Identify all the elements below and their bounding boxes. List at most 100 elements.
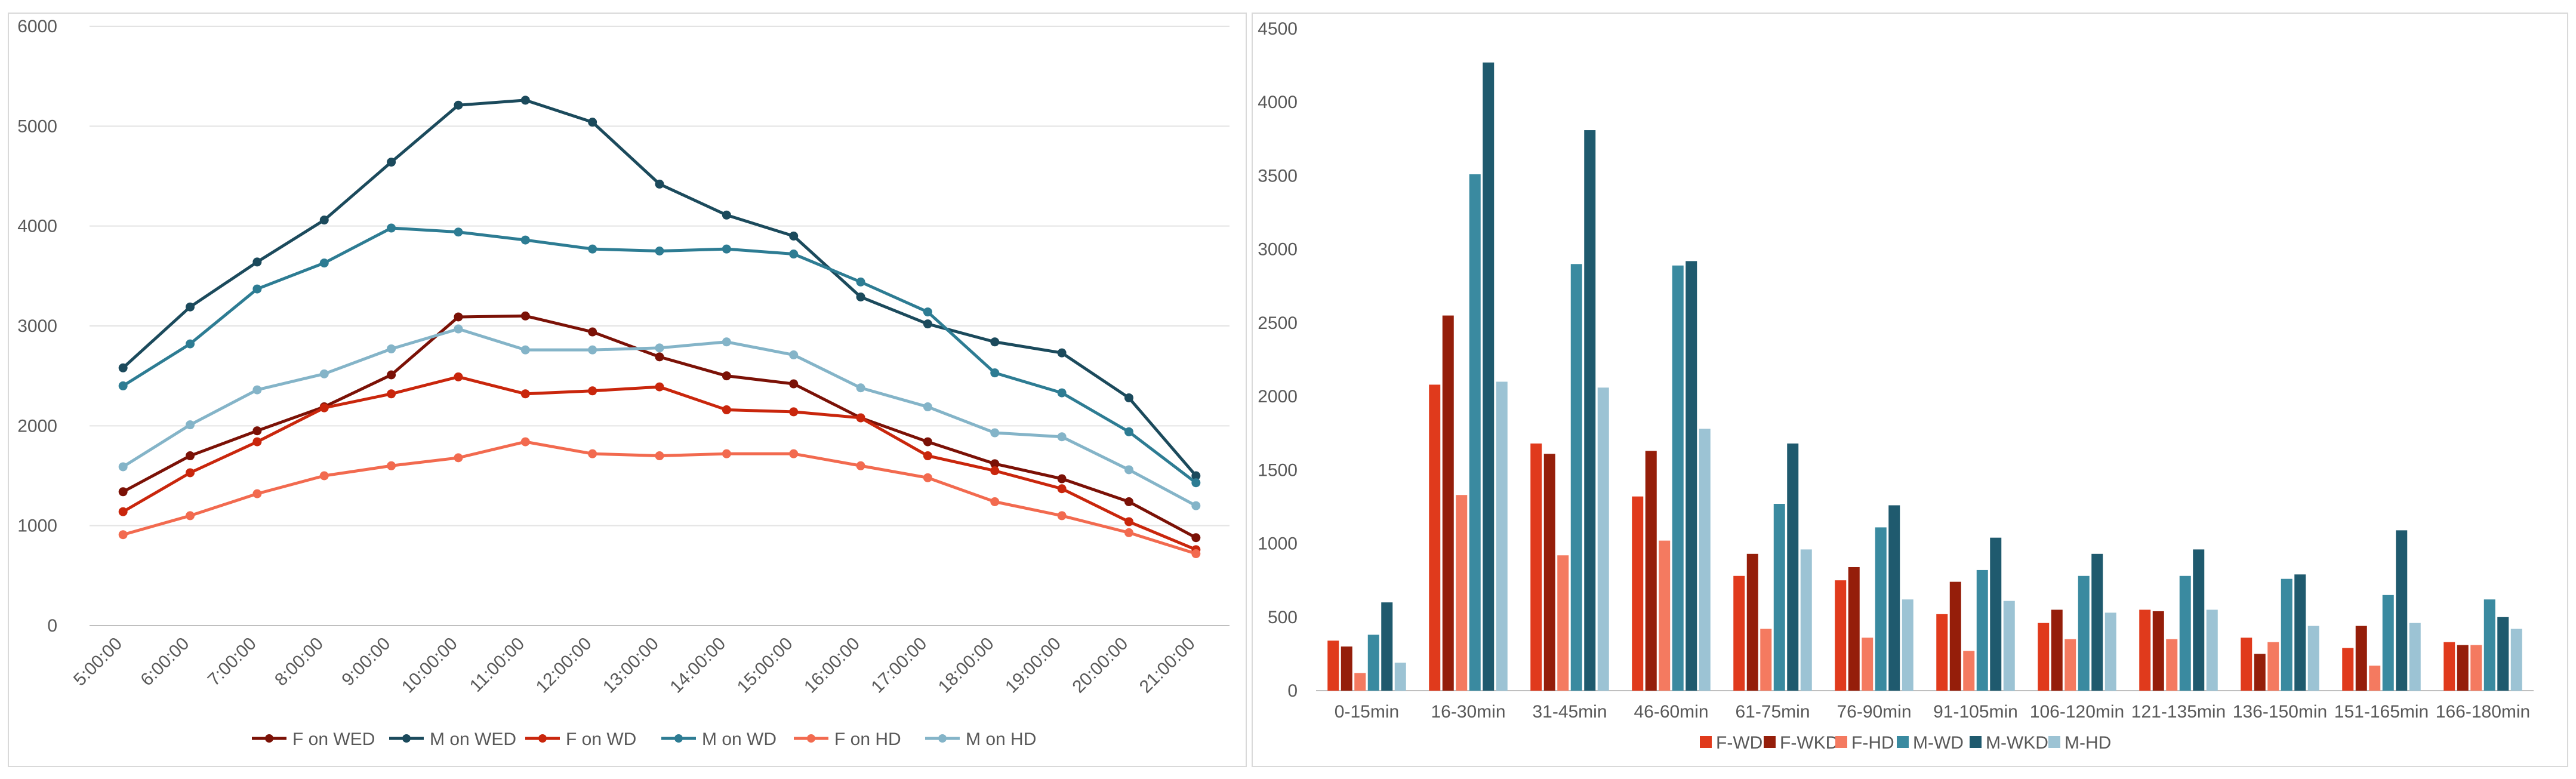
line-point bbox=[856, 461, 865, 470]
legend-swatch bbox=[1700, 736, 1712, 748]
legend-label: F-HD bbox=[1851, 733, 1894, 753]
legend-marker bbox=[402, 734, 411, 743]
line-point bbox=[387, 370, 396, 380]
legend-label: M on WD bbox=[702, 729, 777, 749]
line-point bbox=[454, 453, 463, 463]
right-x-tick-label: 106-120min bbox=[2030, 702, 2124, 722]
bar-f-wd bbox=[2241, 638, 2253, 691]
left-x-tick-label: 20:00:00 bbox=[1069, 634, 1132, 697]
bar-f-hd bbox=[1659, 540, 1671, 691]
bar-f-hd bbox=[2369, 666, 2381, 691]
line-point bbox=[454, 372, 463, 381]
line-point bbox=[722, 244, 731, 254]
line-point bbox=[252, 284, 262, 294]
bar-m-wkd bbox=[1990, 537, 2002, 691]
bar-f-wd bbox=[2342, 648, 2354, 691]
line-point bbox=[454, 312, 463, 322]
right-y-tick-label: 0 bbox=[1287, 681, 1298, 701]
left-x-tick-label: 16:00:00 bbox=[800, 634, 864, 697]
left-x-tick-label: 10:00:00 bbox=[398, 634, 461, 697]
bar-m-wkd bbox=[2193, 549, 2205, 691]
bar-m-hd bbox=[1597, 387, 1609, 691]
line-point bbox=[186, 339, 195, 349]
line-point bbox=[655, 451, 664, 461]
line-point bbox=[588, 386, 597, 396]
bar-m-wkd bbox=[2497, 617, 2509, 691]
bar-f-hd bbox=[2166, 639, 2178, 691]
right-x-tick-label: 0-15min bbox=[1335, 702, 1399, 722]
line-point bbox=[319, 258, 329, 268]
left-x-tick-label: 21:00:00 bbox=[1136, 634, 1199, 697]
line-point bbox=[252, 257, 262, 267]
line-point bbox=[990, 497, 1000, 507]
legend-label: F on WED bbox=[292, 729, 375, 749]
line-point bbox=[1124, 517, 1133, 526]
line-point bbox=[856, 292, 865, 301]
bar-f-wkd bbox=[1341, 646, 1352, 691]
bar-f-hd bbox=[2065, 639, 2076, 691]
left-x-tick-label: 9:00:00 bbox=[338, 634, 394, 690]
line-point bbox=[1057, 432, 1067, 442]
line-point bbox=[655, 247, 664, 255]
bar-f-wkd bbox=[1746, 553, 1758, 691]
bar-f-wkd bbox=[1543, 454, 1555, 691]
line-point bbox=[1057, 511, 1067, 521]
right-x-tick-label: 136-150min bbox=[2233, 702, 2327, 722]
line-point bbox=[856, 383, 865, 393]
bar-m-hd bbox=[2206, 609, 2218, 691]
line-point bbox=[387, 344, 396, 353]
bar-f-wd bbox=[1530, 443, 1542, 691]
bar-m-wkd bbox=[1381, 602, 1393, 691]
bar-m-wkd bbox=[1483, 62, 1495, 691]
line-point bbox=[856, 413, 865, 423]
legend-swatch bbox=[1970, 736, 1982, 748]
line-point bbox=[520, 96, 530, 105]
right-x-tick-label: 166-180min bbox=[2436, 702, 2530, 722]
bar-m-hd bbox=[2409, 623, 2421, 691]
bar-m-hd bbox=[1800, 549, 1812, 691]
bar-m-wd bbox=[1469, 174, 1481, 691]
line-point bbox=[520, 345, 530, 355]
line-point bbox=[789, 231, 799, 241]
bar-f-wkd bbox=[2254, 654, 2266, 691]
line-point bbox=[186, 511, 195, 521]
left-x-tick-label: 6:00:00 bbox=[137, 634, 193, 690]
legend-label: F-WD bbox=[1716, 733, 1762, 753]
right-y-tick-label: 1500 bbox=[1258, 460, 1298, 480]
line-point bbox=[588, 118, 597, 127]
bar-m-wd bbox=[2179, 575, 2191, 691]
line-point bbox=[319, 215, 329, 225]
left-chart-border bbox=[8, 13, 1247, 767]
left-x-tick-label: 7:00:00 bbox=[204, 634, 260, 690]
bar-f-wd bbox=[1835, 580, 1847, 691]
bar-m-hd bbox=[1902, 599, 1913, 691]
line-point bbox=[722, 405, 731, 415]
left-x-tick-label: 15:00:00 bbox=[734, 634, 797, 697]
line-point bbox=[1124, 427, 1133, 436]
line-point bbox=[789, 379, 799, 389]
line-point bbox=[1191, 549, 1201, 559]
line-point bbox=[520, 389, 530, 399]
line-point bbox=[1124, 393, 1133, 402]
legend-swatch bbox=[1764, 736, 1776, 748]
line-point bbox=[722, 210, 731, 220]
line-point bbox=[319, 403, 329, 412]
bar-m-wd bbox=[1672, 265, 1684, 691]
right-x-tick-label: 61-75min bbox=[1735, 702, 1810, 722]
line-series-f-on-wd bbox=[122, 375, 1197, 552]
bar-f-hd bbox=[2470, 645, 2482, 691]
line-point bbox=[118, 363, 128, 372]
line-point bbox=[588, 327, 597, 337]
bar-m-wd bbox=[2483, 599, 2495, 691]
bar-f-wd bbox=[1936, 614, 1948, 691]
bar-f-wd bbox=[2139, 609, 2151, 691]
left-x-tick-label: 8:00:00 bbox=[271, 634, 327, 690]
line-point bbox=[186, 468, 195, 478]
line-point bbox=[1191, 478, 1201, 488]
line-point bbox=[454, 100, 463, 110]
line-point bbox=[1191, 501, 1201, 510]
line-point bbox=[990, 428, 1000, 438]
line-point bbox=[722, 337, 731, 347]
line-point bbox=[252, 437, 262, 447]
bar-m-hd bbox=[2307, 626, 2319, 691]
